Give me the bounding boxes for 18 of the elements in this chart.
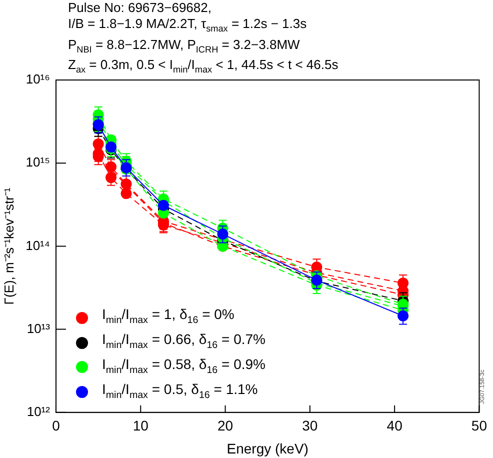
legend-label: I$_{min}$/I$_{max}$ = 0.66, δ$_{16}$ = 0.7% bbox=[102, 330, 266, 353]
legend-label: I$_{min}$/I$_{max}$ = 1, δ$_{16}$ = 0% bbox=[102, 305, 234, 328]
y-tick-label: 10¹³ bbox=[26, 320, 51, 336]
chart-title: Pulse No: 69673−69682, I/B = 1.8−1.9 MA/2.2T, τ$_{smax}$ = 1.2s − 1.3s P$_{NBI}$ = 8.8−12.7MW, P$_{ICRH}$ = 3.2−3.8MW Z$_{ax}$ = 0.3m, 0.5 < I$_{min}$/I$_{max}$ < 1, 44.5s < t < 46.5s bbox=[68, 0, 338, 75]
y-axis-title: Γ(E), m⁻²s⁻¹kev⁻¹str⁻¹ bbox=[1, 187, 16, 305]
y-tick-label: 10¹⁴ bbox=[26, 238, 50, 253]
x-tick-label: 50 bbox=[471, 418, 488, 434]
y-tick-label: 10¹⁵ bbox=[26, 154, 50, 170]
y-tick-label: 10¹⁶ bbox=[26, 72, 50, 87]
x-tick-label: 0 bbox=[52, 418, 60, 434]
y-tick-label: 10¹² bbox=[26, 404, 51, 419]
legend-label: I$_{min}$/I$_{max}$ = 0.58, δ$_{16}$ = 0.9% bbox=[102, 354, 266, 378]
x-tick-label: 20 bbox=[217, 418, 234, 434]
x-axis-title: Energy (keV) bbox=[226, 440, 308, 456]
x-tick-label: 30 bbox=[302, 418, 318, 434]
legend-label: I$_{min}$/I$_{max}$ = 0.5, δ$_{16}$ = 1.1% bbox=[102, 380, 258, 403]
x-tick-label: 40 bbox=[386, 418, 403, 434]
x-tick-label: 10 bbox=[132, 418, 149, 434]
